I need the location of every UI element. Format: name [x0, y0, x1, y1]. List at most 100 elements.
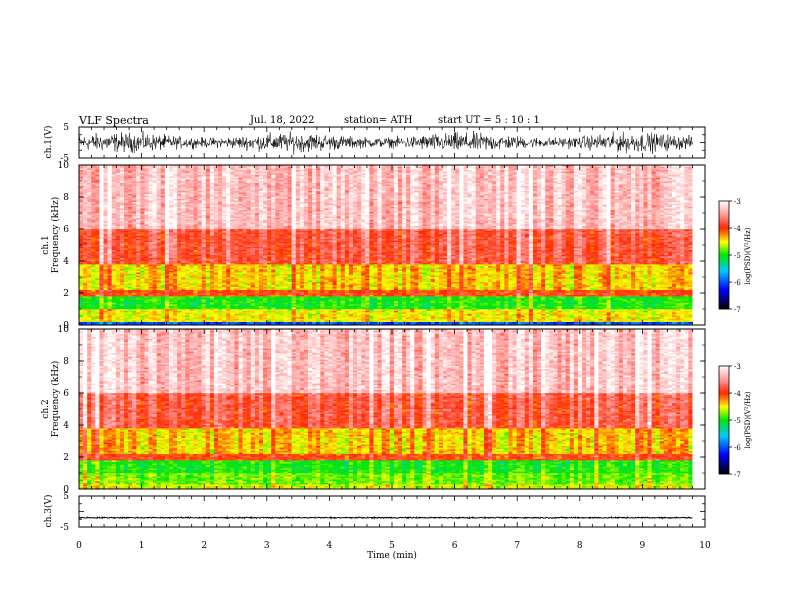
spectrogram-cell — [218, 274, 222, 276]
spectrogram-cell — [275, 234, 279, 236]
spectrogram-cell — [189, 251, 193, 253]
spectrogram-cell — [132, 187, 136, 189]
spectrogram-cell — [144, 243, 148, 245]
spectrogram-cell — [198, 266, 202, 268]
spectrogram-cell — [251, 243, 255, 245]
spectrogram-cell — [230, 227, 234, 229]
spectrogram-cell — [140, 279, 144, 281]
spectrogram-cell — [275, 258, 279, 260]
spectrogram-cell — [161, 306, 165, 308]
spectrogram-cell — [202, 258, 206, 260]
spectrogram-cell — [108, 311, 112, 313]
spectrogram-cell — [214, 269, 218, 271]
spectrogram-cell — [95, 224, 99, 226]
spectrogram-cell — [206, 299, 210, 301]
spectrogram-cell — [157, 213, 161, 215]
spectrogram-cell — [259, 173, 263, 175]
spectrogram-cell — [210, 248, 214, 250]
spectrogram-cell — [161, 245, 165, 247]
spectrogram-cell — [239, 173, 243, 175]
spectrogram-cell — [243, 247, 247, 249]
spectrogram-cell — [247, 202, 251, 204]
spectrogram-cell — [169, 279, 173, 281]
spectrogram-cell — [83, 202, 87, 204]
spectrogram-cell — [202, 266, 206, 268]
spectrogram-cell — [108, 283, 112, 285]
spectrogram-cell — [95, 175, 99, 177]
spectrogram-cell — [181, 235, 185, 237]
spectrogram-cell — [140, 248, 144, 250]
spectrogram-cell — [275, 304, 279, 306]
spectrogram-cell — [153, 275, 157, 277]
spectrogram-cell — [271, 309, 275, 311]
spectrogram-cell — [169, 309, 173, 311]
spectrogram-cell — [177, 283, 181, 285]
spectrogram-cell — [243, 259, 247, 261]
spectrogram-cell — [247, 219, 251, 221]
spectrogram-cell — [149, 213, 153, 215]
spectrogram-cell — [161, 303, 165, 305]
spectrogram-cell — [95, 237, 99, 239]
spectrogram-cell — [206, 309, 210, 311]
spectrogram-cell — [120, 287, 124, 289]
spectrogram-cell — [198, 263, 202, 265]
spectrogram-cell — [275, 211, 279, 213]
spectrogram-cell — [230, 261, 234, 263]
spectrogram-cell — [230, 291, 234, 293]
spectrogram-cell — [79, 235, 83, 237]
spectrogram-cell — [116, 223, 120, 225]
spectrogram-cell — [218, 319, 222, 321]
spectrogram-cell — [189, 319, 193, 321]
spectrogram-cell — [153, 267, 157, 269]
spectrogram-cell — [149, 240, 153, 242]
spectrogram-cell — [153, 317, 157, 319]
spectrogram-cell — [263, 186, 267, 188]
spectrogram-cell — [267, 181, 271, 183]
spectrogram-cell — [124, 231, 128, 233]
spectrogram-cell — [157, 307, 161, 309]
spectrogram-cell — [157, 295, 161, 297]
spectrogram-cell — [87, 213, 91, 215]
spectrogram-cell — [128, 256, 132, 258]
spectrogram-cell — [149, 239, 153, 241]
spectrogram-cell — [165, 243, 169, 245]
spectrogram-cell — [161, 282, 165, 284]
spectrogram-cell — [263, 205, 267, 207]
spectrogram-cell — [91, 175, 95, 177]
spectrogram-cell — [112, 309, 116, 311]
spectrogram-cell — [157, 264, 161, 266]
spectrogram-cell — [243, 189, 247, 191]
spectrogram-cell — [149, 267, 153, 269]
spectrogram-cell — [255, 237, 259, 239]
spectrogram-cell — [116, 307, 120, 309]
spectrogram-cell — [210, 315, 214, 317]
spectrogram-cell — [214, 187, 218, 189]
spectrogram-cell — [202, 239, 206, 241]
spectrogram-cell — [202, 256, 206, 258]
spectrogram-cell — [91, 242, 95, 244]
spectrogram-cell — [153, 224, 157, 226]
spectrogram-cell — [247, 317, 251, 319]
spectrogram-cell — [95, 167, 99, 169]
spectrogram-cell — [169, 221, 173, 223]
spectrogram-cell — [263, 189, 267, 191]
spectrogram-cell — [87, 258, 91, 260]
spectrogram-cell — [226, 322, 230, 324]
spectrogram-cell — [230, 251, 234, 253]
spectrogram-cell — [91, 283, 95, 285]
spectrogram-cell — [239, 298, 243, 300]
spectrogram-cell — [112, 215, 116, 217]
spectrogram-cell — [79, 240, 83, 242]
spectrogram-cell — [210, 303, 214, 305]
spectrogram-cell — [144, 301, 148, 303]
spectrogram-cell — [275, 299, 279, 301]
spectrogram-cell — [263, 282, 267, 284]
spectrogram-cell — [181, 202, 185, 204]
spectrogram-cell — [173, 181, 177, 183]
spectrogram-cell — [206, 275, 210, 277]
spectrogram-cell — [116, 194, 120, 196]
spectrogram-cell — [136, 287, 140, 289]
spectrogram-cell — [124, 304, 128, 306]
spectrogram-cell — [226, 173, 230, 175]
spectrogram-cell — [222, 207, 226, 209]
